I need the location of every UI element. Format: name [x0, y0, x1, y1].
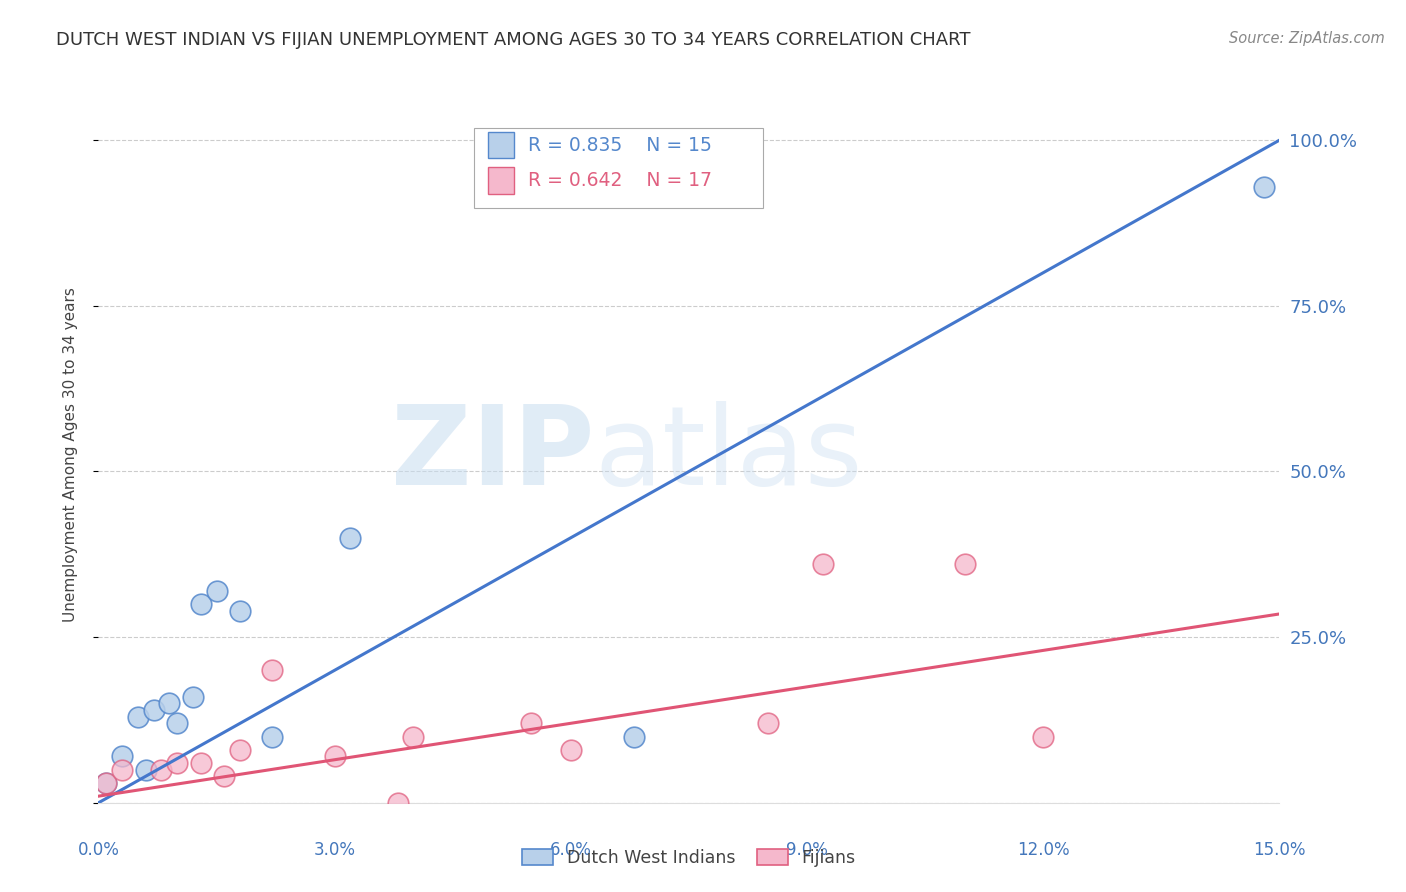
Point	[953, 558, 976, 572]
Point	[323, 749, 346, 764]
Point	[811, 558, 834, 572]
Point	[387, 796, 409, 810]
Point	[111, 763, 134, 777]
Point	[111, 749, 134, 764]
Text: DUTCH WEST INDIAN VS FIJIAN UNEMPLOYMENT AMONG AGES 30 TO 34 YEARS CORRELATION C: DUTCH WEST INDIAN VS FIJIAN UNEMPLOYMENT…	[56, 31, 970, 49]
Point	[339, 531, 361, 545]
Point	[402, 730, 425, 744]
Text: 0.0%: 0.0%	[77, 841, 120, 859]
Point	[157, 697, 180, 711]
Text: 6.0%: 6.0%	[550, 841, 592, 859]
Y-axis label: Unemployment Among Ages 30 to 34 years: Unemployment Among Ages 30 to 34 years	[63, 287, 77, 623]
Point	[190, 756, 212, 770]
FancyBboxPatch shape	[474, 128, 763, 208]
Point	[135, 763, 157, 777]
Text: R = 0.835    N = 15: R = 0.835 N = 15	[529, 136, 713, 154]
Text: 15.0%: 15.0%	[1253, 841, 1306, 859]
Point	[1253, 179, 1275, 194]
Point	[229, 604, 252, 618]
Point	[166, 756, 188, 770]
Point	[260, 730, 283, 744]
Legend: Dutch West Indians, Fijians: Dutch West Indians, Fijians	[515, 842, 863, 874]
Point	[96, 776, 118, 790]
Bar	[488, 167, 515, 194]
Point	[142, 703, 165, 717]
Point	[1032, 730, 1054, 744]
Text: ZIP: ZIP	[391, 401, 595, 508]
Point	[623, 730, 645, 744]
Point	[520, 716, 543, 731]
Bar	[488, 132, 515, 158]
Text: 12.0%: 12.0%	[1017, 841, 1070, 859]
Point	[260, 663, 283, 677]
Point	[150, 763, 173, 777]
Point	[560, 743, 582, 757]
Point	[190, 597, 212, 611]
Point	[181, 690, 204, 704]
Text: atlas: atlas	[595, 401, 863, 508]
Text: 3.0%: 3.0%	[314, 841, 356, 859]
Point	[166, 716, 188, 731]
Text: Source: ZipAtlas.com: Source: ZipAtlas.com	[1229, 31, 1385, 46]
Point	[229, 743, 252, 757]
Point	[214, 769, 236, 783]
Point	[96, 776, 118, 790]
Point	[127, 709, 149, 723]
Text: R = 0.642    N = 17: R = 0.642 N = 17	[529, 170, 713, 190]
Point	[205, 583, 228, 598]
Point	[756, 716, 779, 731]
Text: 9.0%: 9.0%	[786, 841, 828, 859]
